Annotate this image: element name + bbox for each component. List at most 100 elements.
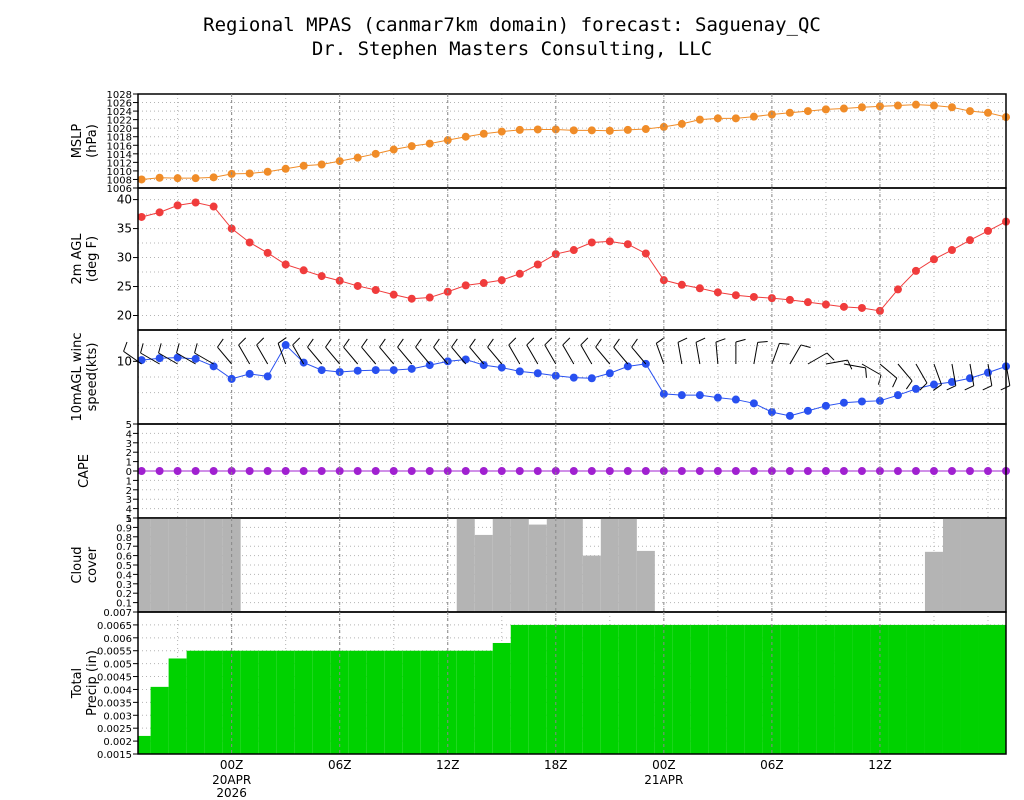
wind-barb: [843, 363, 866, 369]
wind-barb: [915, 363, 928, 384]
point-wind: [335, 367, 344, 376]
wind-barb-flag: [277, 337, 287, 344]
point-temperature: [947, 246, 956, 255]
y-axis-label: Cloud: [70, 546, 85, 583]
panel-mslp: 1006100810101012101410161018102010221024…: [70, 90, 1010, 195]
y-tick-label: 1008: [107, 175, 132, 186]
y-tick-label: 30: [117, 251, 132, 265]
point-wind: [713, 393, 722, 402]
y-tick-label: 10: [117, 354, 132, 368]
point-temperature: [731, 291, 740, 300]
point-cape: [371, 467, 380, 475]
y-tick-label: 1028: [107, 90, 132, 101]
y-axis-label: 10mAGL winc: [70, 333, 85, 422]
bar-precip: [942, 624, 961, 754]
point-temperature: [497, 276, 506, 285]
wind-barb: [562, 344, 575, 365]
point-mslp: [191, 174, 200, 183]
point-temperature: [461, 281, 470, 290]
bar-precip: [672, 624, 691, 754]
point-mslp: [443, 136, 452, 145]
bar-precip: [240, 650, 259, 754]
bar-precip: [816, 624, 835, 754]
bar-cloud: [492, 518, 511, 612]
y-tick-label: 3: [126, 439, 132, 450]
point-cape: [659, 467, 668, 475]
wind-barb: [969, 363, 975, 386]
point-mslp: [947, 103, 956, 112]
x-tick-label: 18Z: [544, 758, 568, 772]
y-tick-label: 0.0035: [97, 698, 132, 709]
y-tick-label: 1: [126, 476, 132, 487]
y-tick-label: 0.004: [103, 685, 132, 696]
wind-barb-flag: [433, 338, 440, 348]
y-tick-label: 40: [117, 193, 132, 207]
point-cape: [263, 467, 272, 475]
point-wind: [659, 389, 668, 398]
wind-barb: [238, 344, 251, 365]
point-cape: [497, 467, 506, 475]
bar-precip: [852, 624, 871, 754]
wind-barb-flag: [735, 338, 746, 343]
point-temperature: [839, 302, 848, 311]
point-temperature: [569, 246, 578, 255]
wind-barb-flag: [544, 337, 553, 346]
point-temperature: [983, 226, 992, 235]
point-wind: [155, 354, 164, 363]
point-mslp: [389, 145, 398, 154]
x-date-label: 20APR: [212, 773, 251, 787]
wind-barb-flag: [656, 337, 665, 344]
wind-barb-flag: [892, 377, 898, 388]
wind-barb: [987, 363, 993, 386]
wind-barb: [677, 342, 683, 365]
panel-wind: 10 10mAGL winc speed(kts): [70, 329, 1011, 425]
point-wind: [533, 369, 542, 378]
bar-precip: [510, 624, 529, 754]
wind-barb: [771, 343, 780, 365]
point-temperature: [191, 198, 200, 207]
point-temperature: [317, 272, 326, 281]
wind-barb: [526, 344, 539, 365]
y-tick-label: 1: [126, 514, 132, 525]
wind-barb: [613, 346, 629, 365]
wind-barb: [631, 346, 647, 365]
point-wind: [695, 391, 704, 400]
bar-cloud: [456, 518, 475, 612]
wind-barb: [861, 363, 882, 376]
point-wind: [821, 401, 830, 410]
wind-barb-flag: [826, 352, 835, 361]
point-cape: [317, 467, 326, 475]
bar-precip: [366, 650, 385, 754]
bar-precip: [834, 624, 853, 754]
bar-precip: [780, 624, 799, 754]
point-mslp: [803, 107, 812, 116]
bar-cloud: [636, 550, 655, 612]
point-mslp: [299, 161, 308, 170]
y-tick-label: 0.7: [116, 542, 132, 553]
point-cape: [605, 467, 614, 475]
x-tick-label: 12Z: [436, 758, 460, 772]
y-tick-label: 5: [126, 514, 132, 525]
wind-barb-flag: [379, 338, 386, 348]
point-mslp: [731, 114, 740, 123]
bar-precip: [708, 624, 727, 754]
wind-barb: [469, 346, 485, 365]
y-axis-label: (deg F): [85, 236, 100, 282]
point-wind: [767, 408, 776, 417]
point-cape: [983, 467, 992, 475]
bar-cloud: [564, 518, 583, 612]
point-wind: [353, 366, 362, 375]
y-tick-label: 20: [117, 309, 132, 323]
point-mslp: [245, 169, 254, 178]
point-temperature: [479, 279, 488, 288]
point-cape: [803, 467, 812, 475]
bar-cloud: [222, 518, 241, 612]
point-mslp: [839, 104, 848, 113]
point-wind: [461, 355, 470, 364]
point-temperature: [515, 269, 524, 278]
wind-barb: [256, 344, 269, 365]
bar-precip: [618, 624, 637, 754]
wind-barb-flag: [451, 338, 458, 348]
bar-precip: [564, 624, 583, 754]
x-tick-label: 06Z: [760, 758, 784, 772]
